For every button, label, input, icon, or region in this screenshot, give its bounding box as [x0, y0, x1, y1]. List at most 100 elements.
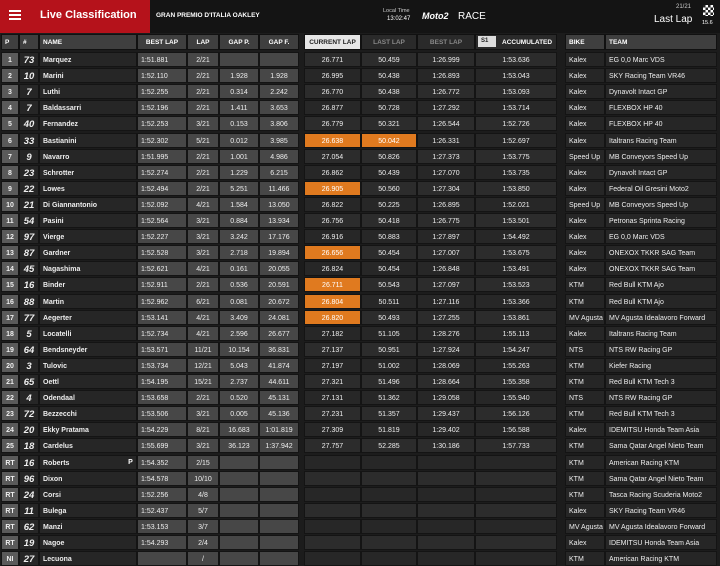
rider: Tulovic	[39, 357, 137, 373]
number: 45	[19, 261, 39, 277]
gap-first	[259, 551, 299, 566]
best-lap-time: 1:26.331	[417, 132, 475, 148]
gap-prev: 0.161	[219, 261, 259, 277]
gap-prev: 0.153	[219, 116, 259, 132]
number: 10	[19, 68, 39, 84]
gap-prev: 3.242	[219, 229, 259, 245]
team: ONEXOX TKKR SAG Team	[605, 245, 717, 261]
last-lap: 50.883	[361, 229, 417, 245]
gap-first: 3.806	[259, 116, 299, 132]
gap-first: 3.985	[259, 132, 299, 148]
number: 62	[19, 518, 39, 534]
gap-prev: 16.683	[219, 422, 259, 438]
accumulated: 1:52.021	[475, 196, 557, 212]
accumulated: 1:53.735	[475, 164, 557, 180]
team: Red Bull KTM Tech 3	[605, 374, 717, 389]
column-header[interactable]: CURRENT LAP	[304, 34, 361, 50]
bike: NTS	[565, 390, 605, 406]
column-header[interactable]: BEST LAP	[417, 34, 475, 50]
current-lap: 26.822	[304, 196, 361, 212]
rider: Dixon	[39, 470, 137, 486]
bike: MV Agusta	[565, 518, 605, 534]
accumulated: 1:52.726	[475, 116, 557, 132]
team: Federal Oil Gresini Moto2	[605, 180, 717, 196]
gap-prev: 0.012	[219, 132, 259, 148]
bike: Kalex	[565, 213, 605, 228]
best-lap: 1:52.494	[137, 180, 187, 196]
rider: Aegerter	[39, 309, 137, 325]
accumulated: 1:56.126	[475, 406, 557, 422]
last-lap: 50.418	[361, 213, 417, 228]
accumulated: 1:53.093	[475, 84, 557, 100]
team: SKY Racing Team VR46	[605, 502, 717, 518]
current-lap	[304, 535, 361, 550]
gap-first: 19.894	[259, 245, 299, 261]
lap: 2/21	[187, 100, 219, 116]
pos: RT	[1, 502, 19, 518]
best-lap: 1:54.195	[137, 374, 187, 389]
bike: Kalex	[565, 100, 605, 116]
lap: 3/21	[187, 229, 219, 245]
lap: 3/21	[187, 213, 219, 228]
title-box: Live Classification	[0, 0, 150, 33]
pos: 22	[1, 390, 19, 406]
gap-first: 3.653	[259, 100, 299, 116]
sector-selector[interactable]: S1	[478, 36, 496, 47]
event-name: GRAN PREMIO D'ITALIA OAKLEY	[156, 12, 260, 19]
gap-prev	[219, 535, 259, 550]
pos: 19	[1, 341, 19, 357]
gap-first	[259, 470, 299, 486]
last-lap: 50.454	[361, 261, 417, 277]
number: 21	[19, 196, 39, 212]
gap-first: 41.874	[259, 357, 299, 373]
team: Sama Qatar Angel Nieto Team	[605, 438, 717, 454]
best-lap-time: 1:27.373	[417, 148, 475, 164]
current-lap: 26.905	[304, 180, 361, 196]
rider: Bendsneyder	[39, 341, 137, 357]
pos: RT	[1, 486, 19, 502]
rider: Locatelli	[39, 325, 137, 341]
gap-first: 45.131	[259, 390, 299, 406]
rider: Navarro	[39, 148, 137, 164]
best-lap-time	[417, 551, 475, 566]
bike: Kalex	[565, 180, 605, 196]
classification-table: P # NAME BEST LAP LAP GAP P. GAP F. CURRENT LAP…	[0, 33, 720, 566]
pos: 10	[1, 196, 19, 212]
team: MV Agusta Idealavoro Forward	[605, 518, 717, 534]
team: NTS RW Racing GP	[605, 341, 717, 357]
number: 72	[19, 406, 39, 422]
rider: Corsi	[39, 486, 137, 502]
gap-prev	[219, 486, 259, 502]
pos: 7	[1, 148, 19, 164]
number: 40	[19, 116, 39, 132]
accumulated: 1:53.636	[475, 52, 557, 67]
accumulated: 1:52.697	[475, 132, 557, 148]
best-lap-time: 1:27.924	[417, 341, 475, 357]
current-lap: 26.995	[304, 68, 361, 84]
accumulated	[475, 470, 557, 486]
best-lap: 1:53.506	[137, 406, 187, 422]
pos: NI	[1, 551, 19, 566]
bike: KTM	[565, 486, 605, 502]
rider: Bulega	[39, 502, 137, 518]
column-header[interactable]: LAST LAP	[361, 34, 417, 50]
team: ONEXOX TKKR SAG Team	[605, 261, 717, 277]
best-lap-time: 1:28.276	[417, 325, 475, 341]
last-lap	[361, 454, 417, 470]
team: Italtrans Racing Team	[605, 132, 717, 148]
lap: 15/21	[187, 374, 219, 389]
menu-icon[interactable]	[9, 10, 21, 12]
gap-prev	[219, 502, 259, 518]
last-lap: 50.511	[361, 293, 417, 309]
current-lap: 26.877	[304, 100, 361, 116]
pos: 23	[1, 406, 19, 422]
bike: Kalex	[565, 422, 605, 438]
bike: Kalex	[565, 229, 605, 245]
best-lap-time: 1:26.893	[417, 68, 475, 84]
number: 24	[19, 486, 39, 502]
number: 16	[19, 277, 39, 293]
best-lap-time: 1:26.895	[417, 196, 475, 212]
lap: 5/21	[187, 132, 219, 148]
current-lap: 27.757	[304, 438, 361, 454]
rider: Nagashima	[39, 261, 137, 277]
